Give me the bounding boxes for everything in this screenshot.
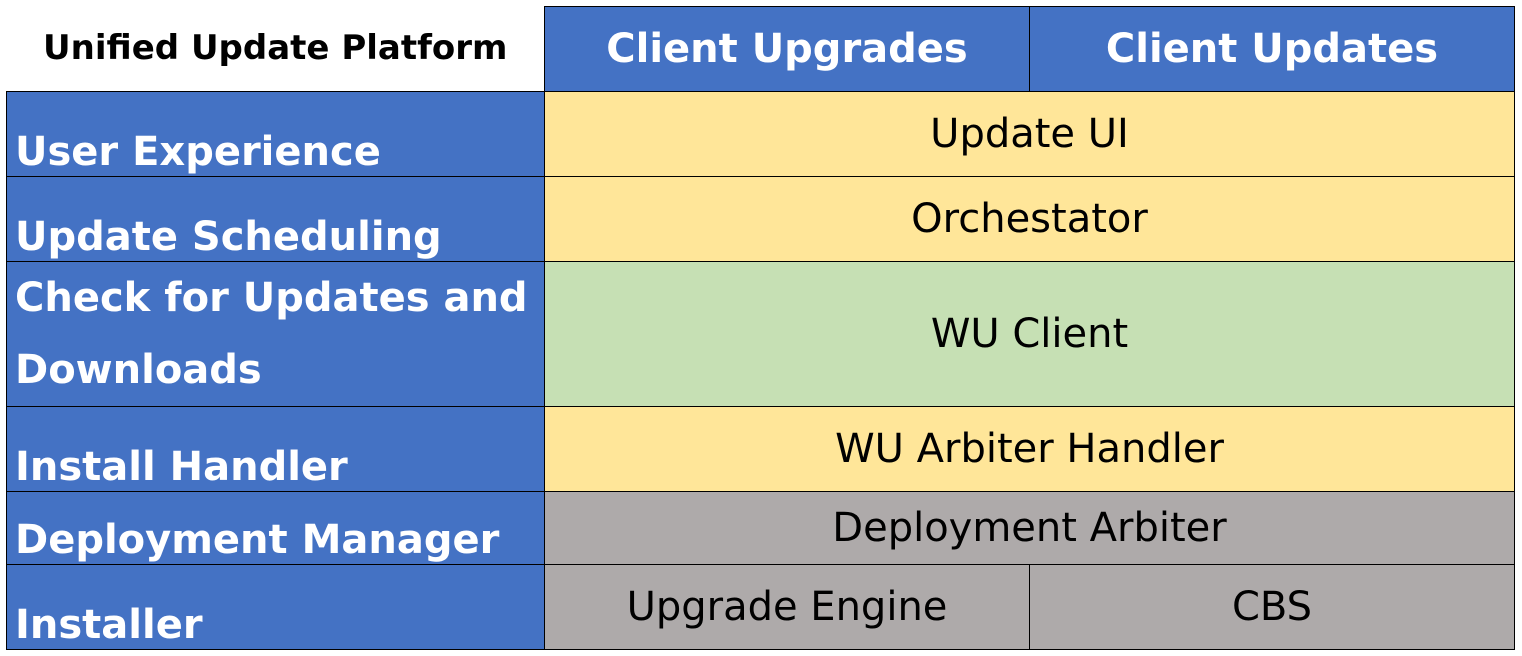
cell-deployment-arbiter: Deployment Arbiter xyxy=(544,491,1515,565)
row-label-deployment-manager: Deployment Manager xyxy=(6,491,545,565)
row-label-installer: Installer xyxy=(6,564,545,650)
row-label-check-for-updates: Check for Updates and Downloads xyxy=(6,261,545,407)
column-header-client-upgrades: Client Upgrades xyxy=(544,6,1030,92)
cell-orchestrator: Orchestator xyxy=(544,176,1515,262)
cell-cbs: CBS xyxy=(1029,564,1515,650)
row-label-install-handler: Install Handler xyxy=(6,406,545,492)
column-header-client-updates: Client Updates xyxy=(1029,6,1515,92)
cell-wu-client: WU Client xyxy=(544,261,1515,407)
cell-update-ui: Update UI xyxy=(544,91,1515,177)
row-label-update-scheduling: Update Scheduling xyxy=(6,176,545,262)
cell-wu-arbiter-handler: WU Arbiter Handler xyxy=(544,406,1515,492)
table-title: Unified Update Platform xyxy=(6,6,545,92)
cell-upgrade-engine: Upgrade Engine xyxy=(544,564,1030,650)
row-label-user-experience: User Experience xyxy=(6,91,545,177)
uup-architecture-table: Unified Update Platform Client Upgrades … xyxy=(6,6,1515,650)
